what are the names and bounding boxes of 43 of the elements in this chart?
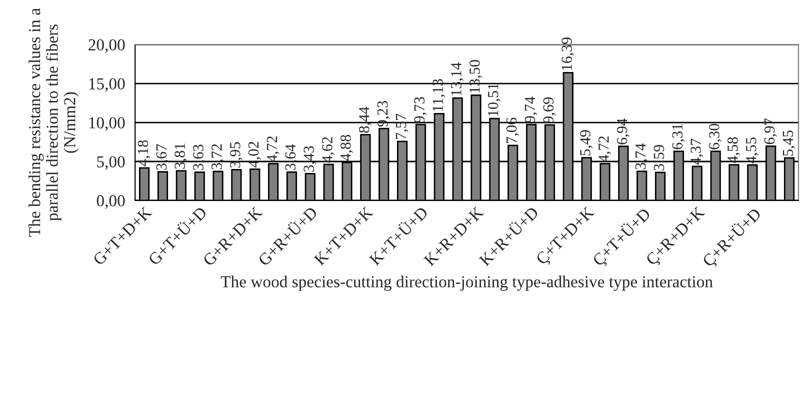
data-label: 7,57 xyxy=(396,114,408,140)
data-label: 4,02 xyxy=(248,142,261,168)
data-label: 4,58 xyxy=(728,137,740,164)
data-label: 3,64 xyxy=(285,144,298,170)
y-tick-label: 10,00 xyxy=(89,117,125,131)
data-label: 6,94 xyxy=(616,118,630,144)
data-label: 4,62 xyxy=(322,137,335,163)
y-tick-label: 20,00 xyxy=(88,39,125,53)
data-label: 9,73 xyxy=(414,97,427,123)
data-label: 8,44 xyxy=(358,106,372,133)
data-label: 5,45 xyxy=(782,130,796,156)
x-axis-title: The wood species-cutting direction-joining type-adhesive type interaction xyxy=(220,276,713,291)
data-label: 3,72 xyxy=(212,144,224,170)
data-label: 11,13 xyxy=(432,79,446,111)
data-label: 4,88 xyxy=(340,134,354,161)
data-label: 9,74 xyxy=(524,96,538,123)
data-label: 7,06 xyxy=(506,118,519,144)
data-label: 3,81 xyxy=(174,144,188,169)
data-label: 4,37 xyxy=(690,138,704,165)
data-label: 3,43 xyxy=(304,146,316,172)
data-label: 16,39 xyxy=(562,38,574,70)
data-label: 13,14 xyxy=(451,62,464,96)
data-label: 3,63 xyxy=(193,144,206,170)
data-label: 4,55 xyxy=(746,137,758,164)
data-label: 3,95 xyxy=(230,142,242,168)
y-tick-label: 15,00 xyxy=(89,78,125,92)
data-label: 10,51 xyxy=(488,84,500,116)
data-label: 3,59 xyxy=(654,144,666,170)
data-label: 9,23 xyxy=(377,100,390,127)
y-axis-title: The bending resistance values in a parallel direction to the fibers (N/mm2) xyxy=(28,8,79,237)
data-label: 4,72 xyxy=(598,136,612,162)
data-label: 4,18 xyxy=(138,140,150,166)
data-label: 5,49 xyxy=(580,130,593,156)
y-tick-label: 5,00 xyxy=(97,156,125,170)
data-label: 13,50 xyxy=(470,60,482,92)
data-label: 4,72 xyxy=(266,136,280,162)
data-label: 6,31 xyxy=(672,124,685,150)
data-label: 3,74 xyxy=(635,143,648,170)
data-label: 9,69 xyxy=(543,97,556,124)
data-label: 6,30 xyxy=(709,124,722,150)
data-label: 6,97 xyxy=(764,118,777,144)
data-label: 3,67 xyxy=(156,144,169,170)
y-tick-label: 0,00 xyxy=(96,195,125,209)
